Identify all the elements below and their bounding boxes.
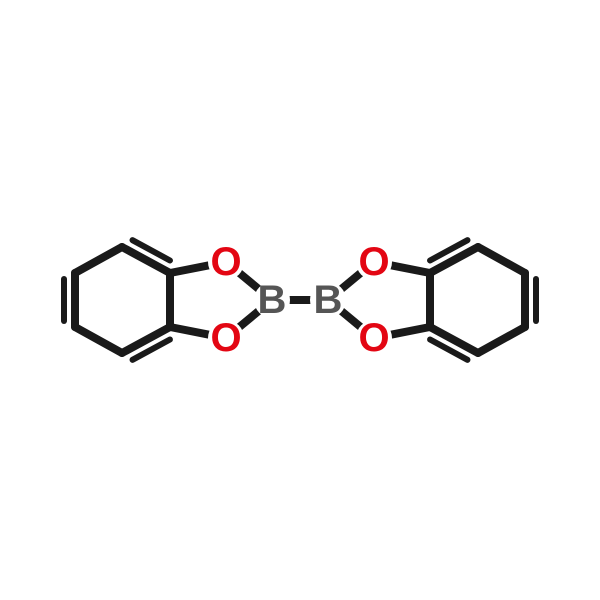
bond-O1a-L_C1a [170, 265, 208, 273]
bond-R_C3b-R_C2b [478, 327, 525, 353]
bond-B1-O1b [240, 311, 258, 326]
bond-O2a-R_C1a [392, 265, 430, 273]
bond-L_C3b-L_C2b [75, 327, 122, 353]
bond-B2-O2b [342, 311, 360, 326]
atom-label-B2: B [314, 278, 343, 322]
atom-label-O2a: O [358, 240, 389, 284]
bond-L_C2a-L_C3a [75, 247, 122, 273]
atom-label-O2b: O [358, 316, 389, 360]
bond-O1b-L_C1b [170, 327, 208, 335]
bond-B1-O1a [240, 273, 258, 288]
atom-label-O1b: O [210, 316, 241, 360]
bonds-layer [64, 240, 536, 360]
chemical-structure-diagram: BBOOOO [0, 0, 600, 600]
atom-label-B1: B [258, 278, 287, 322]
atom-label-O1a: O [210, 240, 241, 284]
bond-R_C2a-R_C3a [478, 247, 525, 273]
bond-O2b-R_C1b [392, 327, 430, 335]
bond-B2-O2a [342, 273, 360, 288]
